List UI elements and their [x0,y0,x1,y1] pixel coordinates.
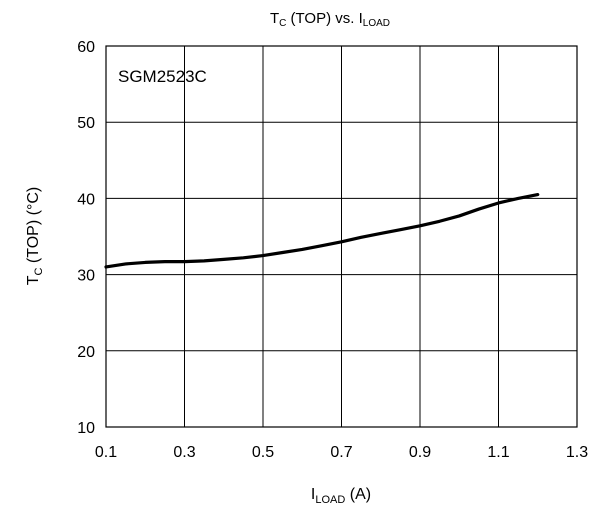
y-tick-label: 50 [77,115,95,132]
gridlines [106,46,577,427]
y-tick-label: 60 [77,39,95,56]
x-tick-label: 0.3 [173,444,195,461]
x-tick-label: 0.5 [252,444,274,461]
x-tick-labels: 0.1 0.3 0.5 0.7 0.9 1.1 1.3 [95,444,588,461]
series-layer [104,192,540,269]
x-tick-label: 1.3 [566,444,588,461]
y-tick-label: 40 [77,191,95,208]
y-tick-labels: 10 20 30 40 50 60 [77,39,95,437]
x-tick-label: 0.7 [330,444,352,461]
plot-area-frame [105,45,578,428]
x-axis-title: ILOAD (A) [311,486,371,506]
x-tick-label: 1.1 [487,444,509,461]
x-tick-label: 0.9 [409,444,431,461]
y-tick-label: 30 [77,268,95,285]
device-annotation: SGM2523C [118,67,207,86]
series-line [104,192,540,269]
y-tick-label: 10 [77,420,95,437]
y-tick-label: 20 [77,344,95,361]
chart-title: TC (TOP) vs. ILOAD [270,10,390,29]
x-tick-label: 0.1 [95,444,117,461]
y-axis-title: TC (TOP) (°C) [25,187,45,286]
